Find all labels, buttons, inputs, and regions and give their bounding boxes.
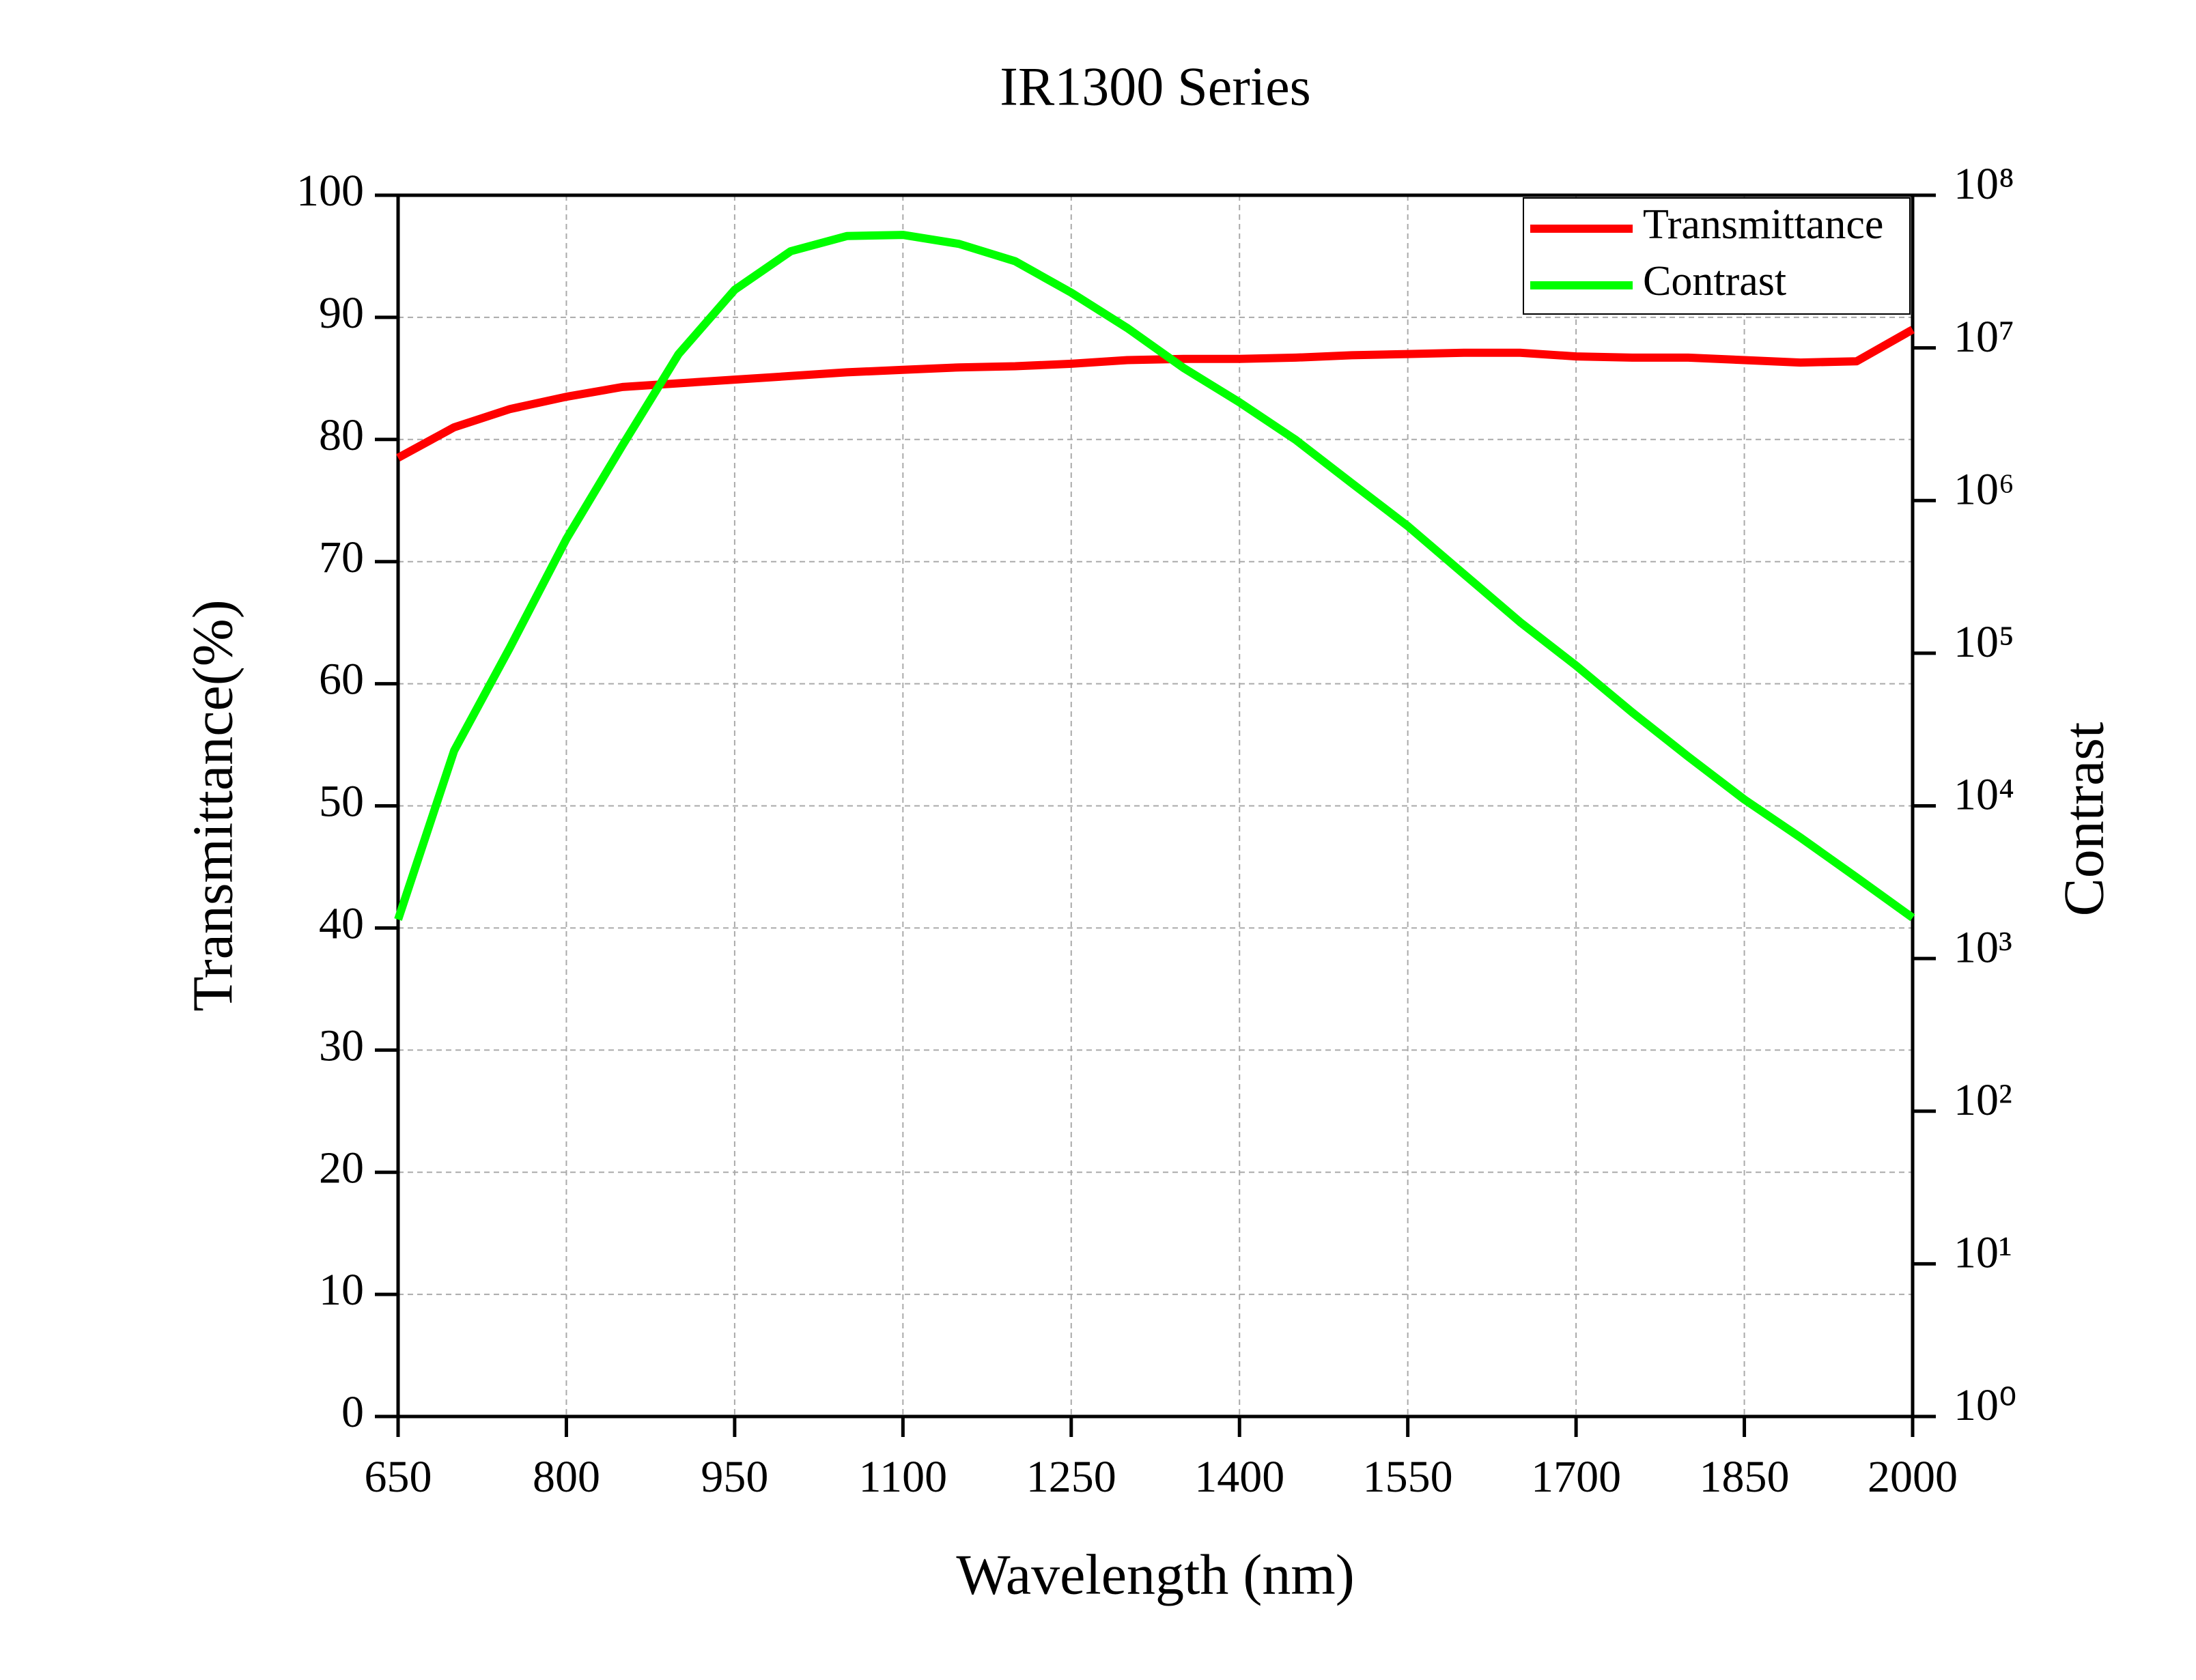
y-tick-label: 70 xyxy=(319,532,364,582)
y-tick-label: 0 xyxy=(341,1387,364,1437)
y-tick-label: 90 xyxy=(319,288,364,338)
x-tick-label: 1850 xyxy=(1700,1452,1790,1502)
y2-tick-label: 10² xyxy=(1954,1075,2012,1125)
y2-tick-label: 10⁶ xyxy=(1954,464,2014,514)
x-tick-label: 650 xyxy=(365,1452,432,1502)
x-tick-label: 1100 xyxy=(859,1452,948,1502)
legend-label: Contrast xyxy=(1643,258,1786,304)
y2-tick-label: 10⁵ xyxy=(1954,617,2014,667)
x-tick-label: 1400 xyxy=(1194,1452,1284,1502)
legend-label: Transmittance xyxy=(1643,201,1883,248)
y-axis-label: Transmittance(%) xyxy=(181,599,244,1011)
data-line xyxy=(394,231,1915,922)
plot-frame xyxy=(396,193,1915,1419)
x-tick-label: 1250 xyxy=(1026,1452,1116,1502)
y-tick-label: 60 xyxy=(319,655,364,704)
x-tick-label: 800 xyxy=(533,1452,600,1502)
y2-axis-label: Contrast xyxy=(2052,722,2115,917)
y-tick-label: 100 xyxy=(296,166,364,216)
data-line xyxy=(396,326,1915,461)
chart-title: IR1300 Series xyxy=(1000,57,1311,117)
y2-tick-label: 10⁸ xyxy=(1954,159,2014,209)
y2-tick-label: 10⁰ xyxy=(1954,1380,2016,1430)
y-tick-label: 80 xyxy=(319,410,364,460)
y2-tick-label: 10¹ xyxy=(1954,1228,2012,1278)
y-tick-label: 50 xyxy=(319,777,364,827)
y-tick-label: 10 xyxy=(319,1265,364,1315)
y2-tick-label: 10⁷ xyxy=(1954,312,2014,362)
x-tick-label: 1550 xyxy=(1363,1452,1453,1502)
x-tick-label: 1700 xyxy=(1531,1452,1621,1502)
y-tick-label: 20 xyxy=(319,1143,364,1193)
y-tick-label: 30 xyxy=(319,1021,364,1070)
y2-tick-label: 10³ xyxy=(1954,922,2012,972)
x-axis-label: Wavelength (nm) xyxy=(956,1543,1354,1606)
y2-tick-label: 10⁴ xyxy=(1954,770,2014,820)
y-tick-label: 40 xyxy=(319,899,364,949)
legend-box xyxy=(1523,197,1911,315)
x-tick-label: 2000 xyxy=(1868,1452,1958,1502)
x-tick-label: 950 xyxy=(701,1452,768,1502)
